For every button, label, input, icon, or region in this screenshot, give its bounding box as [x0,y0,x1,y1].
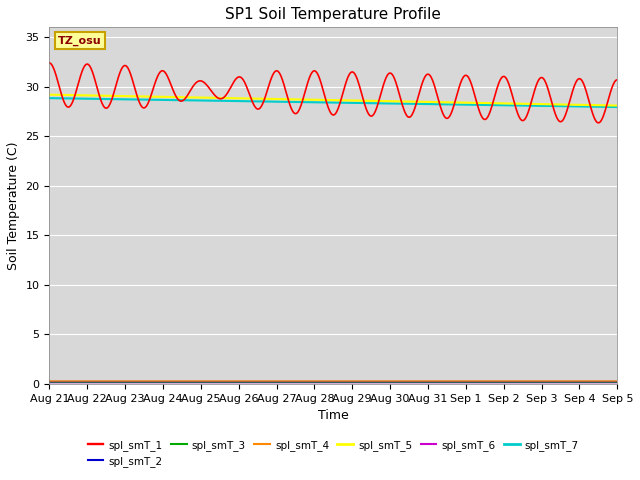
spl_smT_2 [90,379,97,384]
spl_smT_4 [90,378,97,384]
spl_smT_6 [90,380,97,385]
spl_smT_3 [113,379,120,385]
Legend: spl_smT_1, spl_smT_2, spl_smT_3, spl_smT_4, spl_smT_5, spl_smT_6, spl_smT_7: spl_smT_1, spl_smT_2, spl_smT_3, spl_smT… [83,435,583,471]
spl_smT_1 [113,81,120,87]
spl_smT_6 [45,380,53,385]
spl_smT_5 [308,97,316,103]
X-axis label: Time: Time [318,409,349,422]
spl_smT_5 [45,92,53,97]
spl_smT_6 [287,380,294,385]
spl_smT_7 [45,95,53,101]
spl_smT_1 [90,72,97,77]
spl_smT_5 [90,93,97,98]
spl_smT_4 [308,378,316,384]
spl_smT_1 [595,120,602,126]
spl_smT_2 [287,379,294,384]
spl_smT_7 [308,99,316,105]
spl_smT_3 [287,379,294,385]
spl_smT_5 [113,93,120,99]
spl_smT_4 [287,378,294,384]
spl_smT_6 [113,380,120,385]
spl_smT_1 [298,99,306,105]
spl_smT_2 [369,379,376,384]
spl_smT_5 [614,103,621,108]
spl_smT_3 [308,379,316,385]
spl_smT_6 [369,380,376,385]
spl_smT_4 [113,378,120,384]
Title: SP1 Soil Temperature Profile: SP1 Soil Temperature Profile [225,7,441,22]
Text: TZ_osu: TZ_osu [58,36,102,46]
spl_smT_7 [298,99,306,105]
spl_smT_7 [614,104,621,110]
spl_smT_3 [369,379,376,385]
spl_smT_7 [90,96,97,102]
spl_smT_2 [614,379,621,384]
spl_smT_2 [308,379,316,384]
spl_smT_5 [287,96,294,102]
spl_smT_7 [287,99,294,105]
Line: spl_smT_5: spl_smT_5 [49,95,618,106]
spl_smT_1 [308,69,316,75]
spl_smT_3 [90,379,97,385]
spl_smT_2 [45,379,53,384]
spl_smT_6 [308,380,316,385]
Y-axis label: Soil Temperature (C): Soil Temperature (C) [7,142,20,270]
Line: spl_smT_1: spl_smT_1 [49,63,618,123]
spl_smT_6 [298,380,306,385]
spl_smT_3 [298,379,306,385]
spl_smT_5 [369,98,376,104]
spl_smT_7 [113,96,120,102]
spl_smT_3 [614,379,621,385]
spl_smT_4 [298,378,306,384]
spl_smT_1 [369,113,376,119]
spl_smT_4 [45,378,53,384]
spl_smT_6 [614,380,621,385]
spl_smT_7 [369,100,376,106]
spl_smT_1 [287,103,294,109]
spl_smT_5 [298,96,306,102]
spl_smT_4 [369,378,376,384]
spl_smT_1 [614,77,621,83]
spl_smT_4 [614,378,621,384]
spl_smT_1 [45,60,53,66]
spl_smT_2 [113,379,120,384]
spl_smT_2 [298,379,306,384]
spl_smT_3 [45,379,53,385]
Line: spl_smT_7: spl_smT_7 [49,98,618,107]
